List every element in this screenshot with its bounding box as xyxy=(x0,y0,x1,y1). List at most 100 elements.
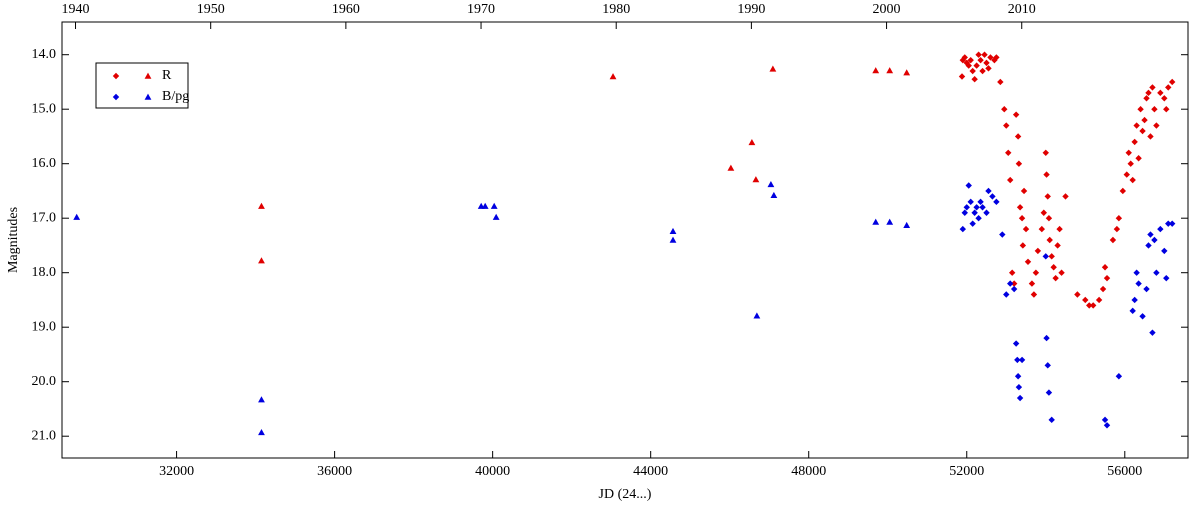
diamond-point xyxy=(991,56,998,64)
diamond-point xyxy=(1082,296,1089,304)
y-tick-label: 14.0 xyxy=(32,47,57,62)
triangle-point xyxy=(492,213,500,220)
diamond-point xyxy=(963,204,970,211)
triangle-point xyxy=(748,139,756,146)
diamond-point xyxy=(1086,302,1093,309)
x-tick-label: 44000 xyxy=(633,464,668,479)
diamond-point xyxy=(1149,329,1156,336)
diamond-point xyxy=(1113,225,1121,233)
legend-label: R xyxy=(162,68,172,83)
diamond-point xyxy=(959,225,966,233)
diamond-point xyxy=(1018,215,1026,222)
diamond-point xyxy=(1054,242,1061,249)
diamond-point xyxy=(1147,133,1154,140)
diamond-point xyxy=(1103,274,1111,282)
diamond-point xyxy=(1161,247,1168,255)
diamond-point xyxy=(1030,291,1038,298)
diamond-point xyxy=(1141,116,1148,124)
diamond-point xyxy=(1095,296,1103,304)
triangle-point xyxy=(258,202,265,209)
diamond-point xyxy=(975,51,982,58)
diamond-point xyxy=(1015,160,1023,167)
diamond-point xyxy=(1056,225,1063,233)
triangle-point xyxy=(886,67,894,74)
diamond-point xyxy=(1123,171,1130,178)
diamond-point xyxy=(1151,236,1158,244)
diamond-point xyxy=(1074,291,1081,298)
diamond-point xyxy=(963,59,970,67)
diamond-point xyxy=(1016,204,1024,211)
diamond-point xyxy=(1089,302,1097,309)
diamond-point xyxy=(967,198,974,206)
triangle-point xyxy=(872,67,880,74)
x2-tick-label: 2010 xyxy=(1008,2,1036,17)
diamond-point xyxy=(989,193,996,200)
diamond-point xyxy=(1018,356,1026,364)
x2-tick-label: 1990 xyxy=(737,2,765,17)
diamond-point xyxy=(1119,187,1127,195)
diamond-point xyxy=(1101,416,1109,424)
diamond-point xyxy=(969,67,976,75)
diamond-point xyxy=(1007,176,1014,184)
diamond-point xyxy=(1147,231,1154,238)
diamond-point xyxy=(1139,313,1146,320)
diamond-point xyxy=(1042,253,1049,260)
diamond-point xyxy=(973,62,980,69)
triangle-point xyxy=(752,176,760,183)
diamond-point xyxy=(1048,253,1055,260)
diamond-point xyxy=(961,54,968,61)
diamond-point xyxy=(1145,89,1152,97)
diamond-point xyxy=(1135,155,1142,162)
triangle-point xyxy=(769,65,777,72)
x-tick-label: 36000 xyxy=(317,464,352,479)
triangle-point xyxy=(258,396,265,403)
diamond-point xyxy=(1133,122,1140,129)
triangle-point xyxy=(903,221,911,229)
diamond-point xyxy=(1143,95,1150,102)
diamond-point xyxy=(1024,258,1032,265)
y-tick-label: 18.0 xyxy=(32,265,57,280)
diamond-point xyxy=(1058,269,1065,276)
diamond-point xyxy=(983,209,990,216)
diamond-point xyxy=(1115,215,1123,222)
diamond-point xyxy=(1149,84,1156,91)
y-tick-label: 21.0 xyxy=(32,428,57,443)
diamond-point xyxy=(973,204,980,211)
diamond-point xyxy=(1048,416,1055,424)
x2-tick-label: 1960 xyxy=(332,2,360,17)
diamond-point xyxy=(1044,362,1051,369)
diamond-point xyxy=(1157,89,1164,97)
triangle-point xyxy=(669,236,677,243)
triangle-point xyxy=(770,191,778,199)
diamond-point xyxy=(1019,242,1027,249)
plot-frame xyxy=(61,21,1189,459)
diamond-point xyxy=(985,187,992,195)
diamond-point xyxy=(1016,394,1024,402)
diamond-point xyxy=(969,220,976,227)
diamond-point xyxy=(1007,280,1014,287)
x-tick-label: 40000 xyxy=(475,464,510,479)
x2-tick-label: 2000 xyxy=(873,2,901,17)
triangle-point xyxy=(258,257,265,264)
triangle-point xyxy=(767,181,775,188)
diamond-point xyxy=(1168,78,1176,86)
y-tick-label: 20.0 xyxy=(32,374,57,389)
diamond-point xyxy=(1014,133,1022,140)
triangle-point xyxy=(727,164,735,171)
diamond-point xyxy=(1165,220,1172,227)
diamond-point xyxy=(1163,274,1170,282)
diamond-point xyxy=(1003,122,1010,129)
diamond-point xyxy=(1008,269,1016,276)
diamond-point xyxy=(1028,280,1036,287)
diamond-point xyxy=(975,215,982,222)
diamond-point xyxy=(1165,84,1172,91)
diamond-point xyxy=(1012,111,1020,118)
diamond-point xyxy=(1145,242,1152,249)
diamond-point xyxy=(1015,383,1023,391)
diamond-point xyxy=(1101,264,1109,271)
diamond-point xyxy=(993,54,1000,61)
diamond-point xyxy=(1139,127,1146,135)
y-tick-label: 19.0 xyxy=(32,319,57,334)
